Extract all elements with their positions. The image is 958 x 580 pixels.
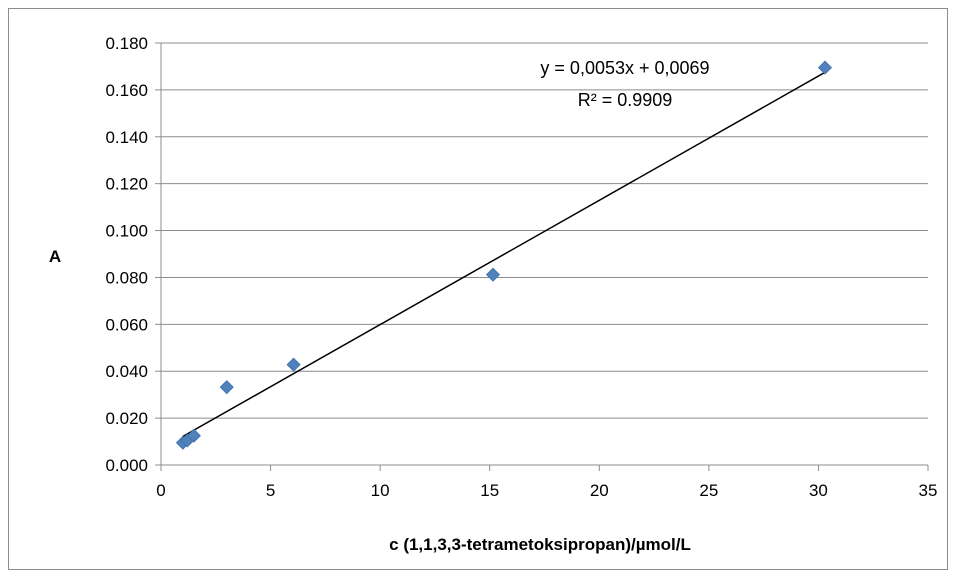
trendline [182, 71, 826, 438]
gridlines [161, 42, 928, 419]
y-tick-label: 0.000 [105, 456, 148, 475]
y-tick-label: 0.040 [105, 362, 148, 381]
x-tick-label: 30 [809, 481, 828, 500]
y-tick-label: 0.180 [105, 34, 148, 53]
trendline-group [182, 71, 826, 438]
data-point [286, 357, 301, 372]
x-tick-label: 0 [156, 481, 165, 500]
r-squared-label: R² = 0.9909 [578, 90, 673, 110]
y-tick-label: 0.140 [105, 128, 148, 147]
y-tick-label: 0.100 [105, 222, 148, 241]
x-axis-ticks: 0 5 10 15 20 25 30 35 [156, 465, 937, 500]
x-tick-label: 10 [371, 481, 390, 500]
x-axis-title: c (1,1,3,3-tetrametoksipropan)/µmol/L [389, 535, 691, 554]
data-point [186, 428, 201, 443]
y-tick-label: 0.060 [105, 315, 148, 334]
y-tick-label: 0.020 [105, 409, 148, 428]
y-tick-label: 0.080 [105, 268, 148, 287]
data-point [817, 60, 833, 75]
y-tick-label: 0.160 [105, 81, 148, 100]
axes [160, 43, 928, 466]
y-tick-label: 0.120 [105, 175, 148, 194]
data-point [485, 267, 501, 282]
x-tick-label: 35 [919, 481, 938, 500]
y-axis-title: A [49, 247, 61, 266]
x-tick-label: 5 [266, 481, 275, 500]
x-tick-label: 15 [480, 481, 499, 500]
chart-area [8, 8, 948, 570]
x-tick-label: 25 [699, 481, 718, 500]
data-point [219, 380, 234, 395]
y-axis-ticks: 0.000 0.020 0.040 0.060 0.080 0.100 0.120 0.140… [105, 34, 161, 475]
data-points [175, 60, 833, 450]
x-tick-label: 20 [590, 481, 609, 500]
trendline-equation: y = 0,0053x + 0,0069 [540, 58, 709, 78]
